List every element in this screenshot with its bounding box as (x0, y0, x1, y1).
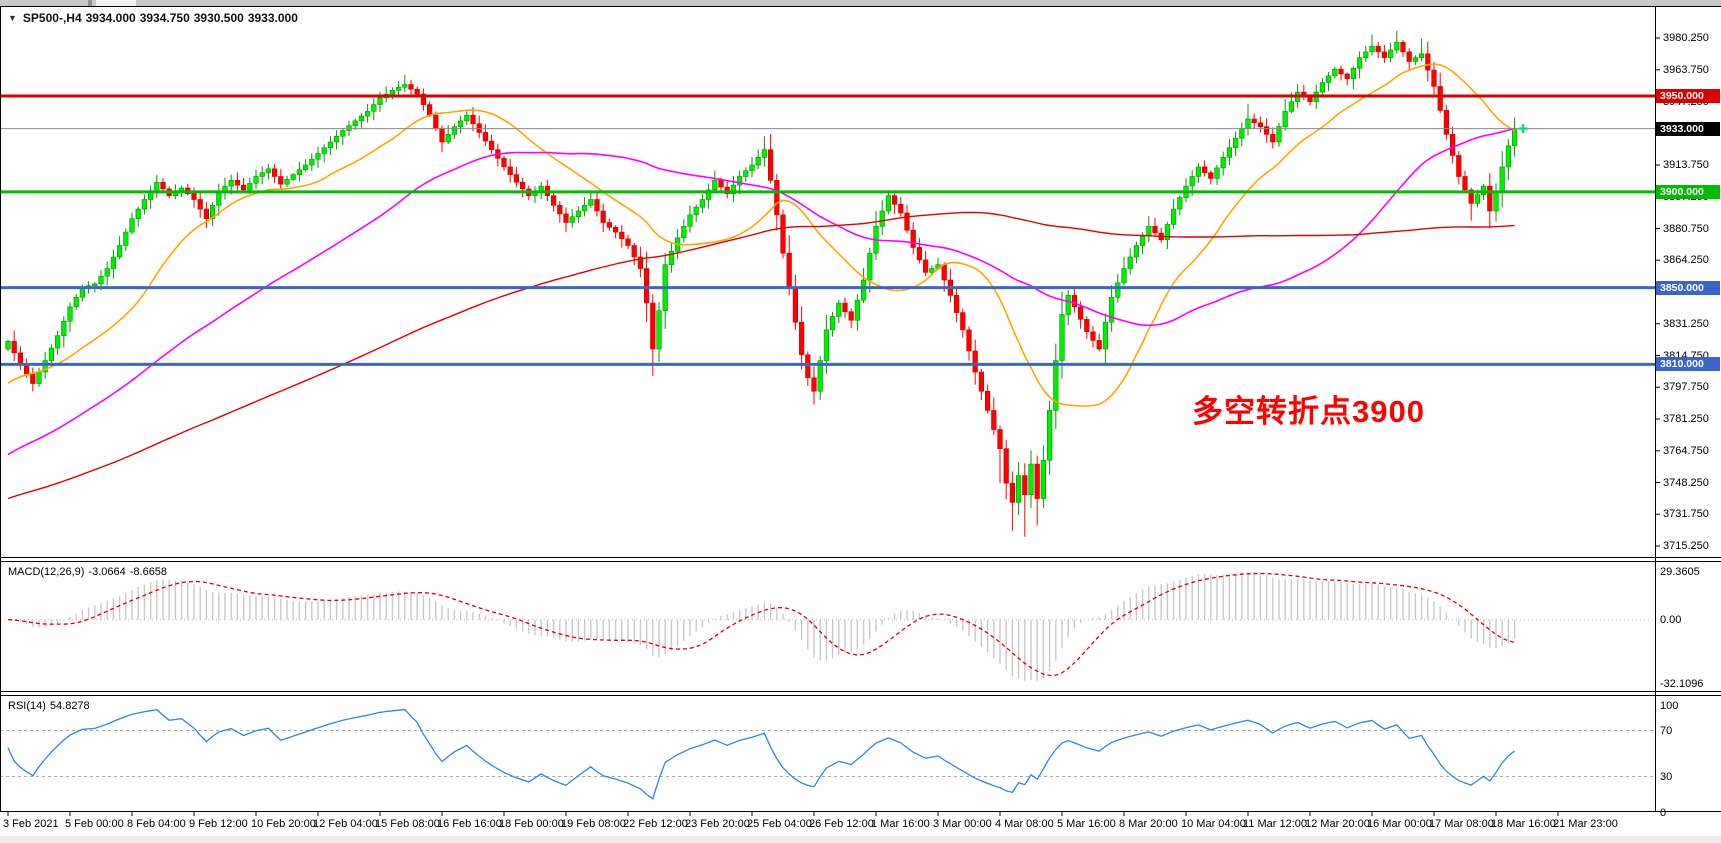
time-axis-label: 19 Feb 08:00 (561, 818, 626, 830)
window-top-strip (0, 0, 1721, 6)
price-axis-label: 3715.250 (1663, 540, 1709, 552)
rsi-axis-0: 0 (1660, 807, 1667, 819)
time-axis-label: 16 Feb 16:00 (437, 818, 502, 830)
rsi-label-row: RSI(14) 54.8278 (8, 700, 94, 712)
window-strip-notch (88, 0, 92, 6)
macd-signal-value: -8.6658 (129, 566, 168, 578)
price-tag-3950: 3950.000 (1656, 88, 1720, 103)
price-axis-label: 3781.250 (1663, 413, 1709, 425)
time-axis-label: 8 Mar 20:00 (1119, 818, 1178, 830)
time-axis-label: 3 Mar 00:00 (933, 818, 992, 830)
time-axis-label: 16 Mar 00:00 (1367, 818, 1432, 830)
price-tag-3810: 3810.000 (1656, 357, 1720, 372)
title-high: 3934.750 (139, 11, 190, 25)
time-axis-label: 5 Feb 00:00 (65, 818, 124, 830)
rsi-axis-30: 30 (1660, 770, 1673, 783)
rsi-layer (0, 709, 1655, 800)
time-axis-label: 10 Feb 20:00 (251, 818, 316, 830)
time-axis-label: 9 Feb 12:00 (189, 818, 248, 830)
price-axis-label: 3880.750 (1663, 222, 1709, 235)
time-axis-label: 3 Feb 2021 (3, 818, 59, 830)
annotation-text: 多空转折点3900 (1192, 394, 1425, 429)
price-axis-label: 3731.750 (1663, 508, 1709, 521)
time-axis-label: 12 Feb 04:00 (313, 818, 378, 830)
time-axis-label: 21 Mar 23:00 (1553, 818, 1618, 830)
price-axis-label: 3764.750 (1663, 444, 1709, 457)
title-low: 3930.500 (193, 11, 244, 25)
rsi-label: RSI(14) (8, 700, 46, 712)
time-axis-label: 1 Mar 16:00 (871, 818, 930, 830)
price-axis-label: 3797.750 (1663, 381, 1709, 394)
time-axis-label: 15 Feb 08:00 (375, 818, 440, 830)
time-axis-label: 12 Mar 20:00 (1305, 818, 1370, 830)
rsi-value: 54.8278 (49, 700, 90, 712)
price-axis-label: 3913.750 (1663, 159, 1709, 171)
title-open: 3934.000 (85, 11, 136, 25)
ma-slow-line (7, 211, 1515, 500)
time-axis-label: 18 Mar 16:00 (1491, 818, 1556, 830)
macd-layer (0, 571, 1655, 682)
price-axis-label: 3963.750 (1663, 63, 1709, 76)
title-symbol: SP500-,H4 (22, 11, 82, 25)
time-axis-label: 4 Mar 08:00 (995, 818, 1054, 830)
time-axis-label: 11 Mar 12:00 (1243, 818, 1308, 830)
rsi-axis-70: 70 (1660, 724, 1673, 737)
chart-title: ▼ SP500-,H4 3934.000 3934.750 3930.500 3933.0… (8, 11, 302, 25)
price-axis-label: 3980.250 (1663, 32, 1709, 44)
macd-value: -3.0664 (88, 566, 126, 578)
time-axis-label: 5 Mar 16:00 (1057, 818, 1116, 830)
time-axis-label: 10 Mar 04:00 (1181, 818, 1246, 830)
window-bottom-strip (0, 836, 1721, 843)
price-axis-label: 3748.250 (1663, 476, 1709, 489)
time-axis-label: 18 Feb 00:00 (499, 818, 564, 830)
time-axis[interactable] (0, 812, 1655, 836)
time-axis-label: 25 Feb 04:00 (747, 818, 812, 830)
price-axis-label: 3831.250 (1663, 317, 1709, 330)
macd-axis-zero: 0.00 (1660, 613, 1682, 626)
price-tag-current: 3933.000 (1656, 121, 1720, 136)
macd-label: MACD(12,26,9) (8, 566, 85, 578)
macd-axis-max: 29.3605 (1660, 566, 1700, 578)
rsi-axis-100: 100 (1660, 700, 1679, 712)
macd-axis-min: -32.1096 (1660, 678, 1704, 690)
title-close: 3933.000 (247, 11, 298, 25)
time-axis-label: 8 Feb 04:00 (127, 818, 186, 830)
macd-signal-line (7, 572, 1515, 677)
rsi-line (7, 709, 1516, 800)
time-axis-label: 26 Feb 12:00 (809, 818, 874, 830)
last-price-marker-v (1521, 124, 1525, 134)
price-axis-label: 3864.250 (1663, 254, 1709, 267)
macd-label-row: MACD(12,26,9) -3.0664 -8.6658 (8, 566, 171, 578)
window-strip-tab (96, 0, 136, 6)
price-tag-3900: 3900.000 (1656, 184, 1720, 199)
price-tag-3850: 3850.000 (1656, 280, 1720, 295)
time-axis-label: 17 Mar 08:00 (1429, 818, 1494, 830)
time-axis-label: 22 Feb 12:00 (623, 818, 688, 830)
symbol-dropdown-icon[interactable]: ▼ (8, 13, 17, 23)
candles-layer (5, 30, 1518, 537)
time-axis-label: 23 Feb 20:00 (685, 818, 750, 830)
